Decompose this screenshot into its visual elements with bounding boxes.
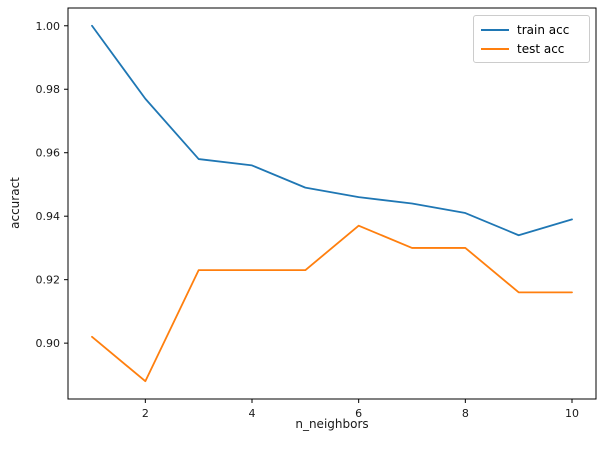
train-line-swatch-icon (481, 28, 509, 31)
y-tick-label: 0.98 (36, 83, 61, 96)
y-tick-label: 1.00 (36, 20, 61, 33)
test-line-swatch-icon (481, 47, 509, 50)
axes-frame (67, 7, 597, 400)
x-tick-label: 6 (355, 407, 362, 420)
legend-item-train: train acc (481, 20, 582, 39)
y-tick-label: 0.90 (36, 337, 61, 350)
x-tick-label: 4 (249, 407, 256, 420)
y-axis-label: accuract (8, 177, 22, 229)
x-tick-label: 2 (142, 407, 149, 420)
legend-label-test: test acc (517, 41, 565, 56)
x-tick-label: 10 (565, 407, 579, 420)
x-axis-label: n_neighbors (295, 417, 369, 431)
y-tick-label: 0.92 (36, 274, 61, 287)
legend-label-train: train acc (517, 22, 570, 37)
x-tick-label: 8 (462, 407, 469, 420)
legend: train acc test acc (473, 15, 590, 63)
y-tick-label: 0.94 (36, 210, 61, 223)
legend-item-test: test acc (481, 39, 582, 58)
series-line-test-acc (91, 224, 573, 383)
series-line-train-acc (91, 24, 573, 237)
y-tick-label: 0.96 (36, 147, 61, 160)
